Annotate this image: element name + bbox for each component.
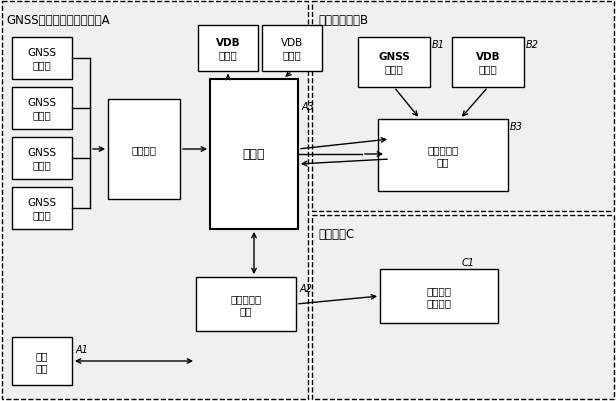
Text: GNSS
接收机: GNSS 接收机	[28, 48, 57, 70]
Bar	[378, 120, 508, 192]
Bar	[312, 215, 614, 399]
Text: VDB
接收机: VDB 接收机	[281, 38, 303, 60]
Text: 对流层监测
设备: 对流层监测 设备	[230, 294, 262, 315]
Bar	[358, 38, 430, 88]
Text: 气象
设备: 气象 设备	[36, 350, 48, 372]
Bar	[12, 138, 72, 180]
Text: 管控中心C: 管控中心C	[318, 227, 354, 241]
Text: 航空气象
服务设备: 航空气象 服务设备	[426, 286, 452, 307]
Text: 位置域监测
单元: 位置域监测 单元	[428, 145, 459, 166]
Bar	[196, 277, 296, 331]
Text: GNSS
接收机: GNSS 接收机	[378, 52, 410, 74]
Text: C1: C1	[462, 257, 475, 267]
Bar	[210, 80, 298, 229]
Text: 接收设备: 接收设备	[131, 145, 156, 155]
Bar	[452, 38, 524, 88]
Bar	[380, 269, 498, 323]
Text: VDB
发射机: VDB 发射机	[216, 38, 240, 60]
Bar	[108, 100, 180, 200]
Bar	[12, 88, 72, 130]
Bar	[2, 2, 308, 399]
Bar	[262, 26, 322, 72]
Text: GNSS
接收机: GNSS 接收机	[28, 148, 57, 169]
Bar	[12, 337, 72, 385]
Text: A2: A2	[300, 283, 313, 293]
Text: B2: B2	[526, 40, 539, 50]
Bar	[12, 38, 72, 80]
Bar	[312, 2, 614, 211]
Text: A1: A1	[76, 344, 89, 354]
Bar	[198, 26, 258, 72]
Text: 处理机: 处理机	[243, 148, 265, 161]
Text: B1: B1	[432, 40, 445, 50]
Bar	[12, 188, 72, 229]
Text: GNSS
接收机: GNSS 接收机	[28, 198, 57, 219]
Text: 位置域监测站B: 位置域监测站B	[318, 14, 368, 27]
Text: VDB
接收机: VDB 接收机	[476, 52, 500, 74]
Text: GNSS
接收机: GNSS 接收机	[28, 98, 57, 119]
Text: A3: A3	[302, 102, 315, 112]
Text: GNSS地基增强系统地面站A: GNSS地基增强系统地面站A	[6, 14, 110, 27]
Text: B3: B3	[510, 122, 523, 132]
